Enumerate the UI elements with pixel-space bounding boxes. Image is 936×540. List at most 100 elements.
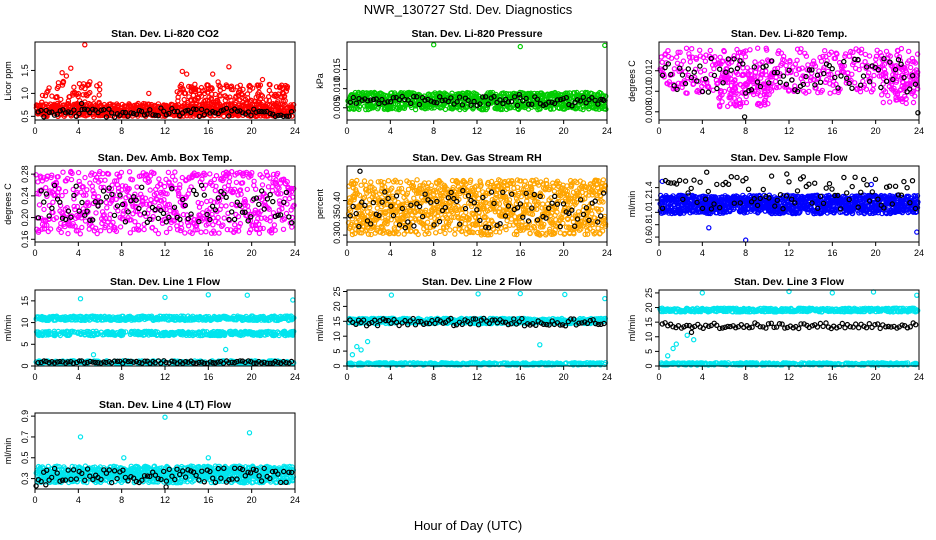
data-point (160, 210, 167, 217)
data-point (81, 106, 88, 112)
y-axis-label: kPa (315, 73, 325, 89)
data-point (83, 91, 89, 98)
data-point (728, 67, 734, 73)
data-point (181, 90, 188, 97)
data-point (411, 195, 417, 201)
data-point (274, 99, 281, 105)
data-point (707, 47, 714, 54)
data-point (462, 220, 468, 227)
data-point (41, 114, 47, 120)
data-point (822, 48, 828, 54)
data-point (54, 111, 60, 117)
data-point (239, 110, 246, 116)
data-point (350, 203, 356, 210)
data-point (82, 85, 88, 92)
data-point (78, 100, 85, 107)
data-point (679, 72, 686, 78)
x-tick-label: 0 (344, 126, 349, 136)
data-point (907, 64, 914, 71)
data-point (849, 71, 855, 78)
x-tick-label: 12 (784, 126, 794, 136)
data-point (103, 194, 110, 200)
data-point (36, 202, 43, 208)
data-point (253, 109, 259, 115)
data-point (741, 114, 748, 120)
data-point (752, 59, 758, 65)
y-tick-label: 0.28 (20, 165, 30, 183)
data-point (155, 230, 162, 237)
data-point (117, 112, 123, 118)
chart-title: Stan. Dev. Li-820 Temp. (731, 28, 847, 40)
data-point (150, 112, 156, 118)
y-axis-label: degrees C (627, 60, 637, 102)
data-point (89, 106, 96, 113)
x-tick-label: 16 (203, 248, 213, 258)
data-point (198, 93, 205, 99)
data-point (263, 97, 269, 103)
data-point (213, 172, 220, 179)
data-point (903, 100, 909, 107)
data-point (68, 176, 75, 183)
chart-title: Stan. Dev. Sample Flow (730, 152, 848, 164)
chart-panel-4: Stan. Dev. Amb. Box Temp.degrees C0 4 8 12 1… (3, 152, 300, 258)
data-point (202, 97, 209, 104)
y-tick-label: 0.5 (20, 110, 30, 123)
data-point (233, 179, 240, 186)
data-point (231, 216, 238, 223)
data-point (374, 205, 380, 211)
data-point (167, 225, 173, 232)
data-point (747, 47, 753, 53)
x-tick-label: 20 (247, 126, 257, 136)
data-point (59, 69, 65, 76)
data-point (358, 182, 364, 188)
data-point (132, 219, 138, 225)
data-point (182, 230, 188, 236)
data-point (68, 65, 74, 71)
data-point (257, 96, 264, 102)
data-point (234, 108, 241, 114)
data-point (75, 169, 82, 176)
x-tick-label: 0 (656, 126, 661, 136)
data-point (226, 64, 232, 70)
data-point (256, 84, 262, 91)
data-point (282, 97, 288, 104)
data-point (106, 106, 112, 112)
data-point (49, 93, 55, 99)
data-point (196, 113, 202, 120)
data-point (188, 211, 194, 217)
data-point (772, 78, 779, 85)
data-point (85, 81, 91, 88)
x-tick-label: 24 (602, 126, 612, 136)
data-point (595, 225, 601, 231)
data-point (158, 105, 164, 111)
data-point (51, 112, 58, 118)
data-point (385, 177, 392, 184)
data-point (689, 46, 695, 52)
points-layer (33, 42, 297, 120)
data-point (245, 109, 251, 115)
data-point (368, 179, 374, 185)
data-point (701, 67, 708, 74)
data-point (87, 109, 93, 116)
data-point (671, 66, 678, 72)
x-tick-label: 12 (160, 248, 170, 258)
x-tick-label: 4 (388, 126, 393, 136)
data-point (259, 108, 265, 115)
data-point (697, 63, 703, 69)
data-point (186, 94, 192, 100)
data-point (127, 230, 133, 236)
data-point (898, 45, 905, 52)
y-axis-label: degrees C (3, 183, 13, 225)
y-tick-label: 0.010 (644, 80, 654, 103)
data-point (80, 92, 86, 98)
data-point (43, 184, 49, 191)
data-point (118, 169, 125, 176)
data-point (256, 201, 262, 208)
data-point (53, 94, 60, 101)
data-point (286, 113, 292, 119)
data-point (231, 221, 238, 228)
data-point (433, 230, 439, 236)
data-point (240, 86, 246, 93)
